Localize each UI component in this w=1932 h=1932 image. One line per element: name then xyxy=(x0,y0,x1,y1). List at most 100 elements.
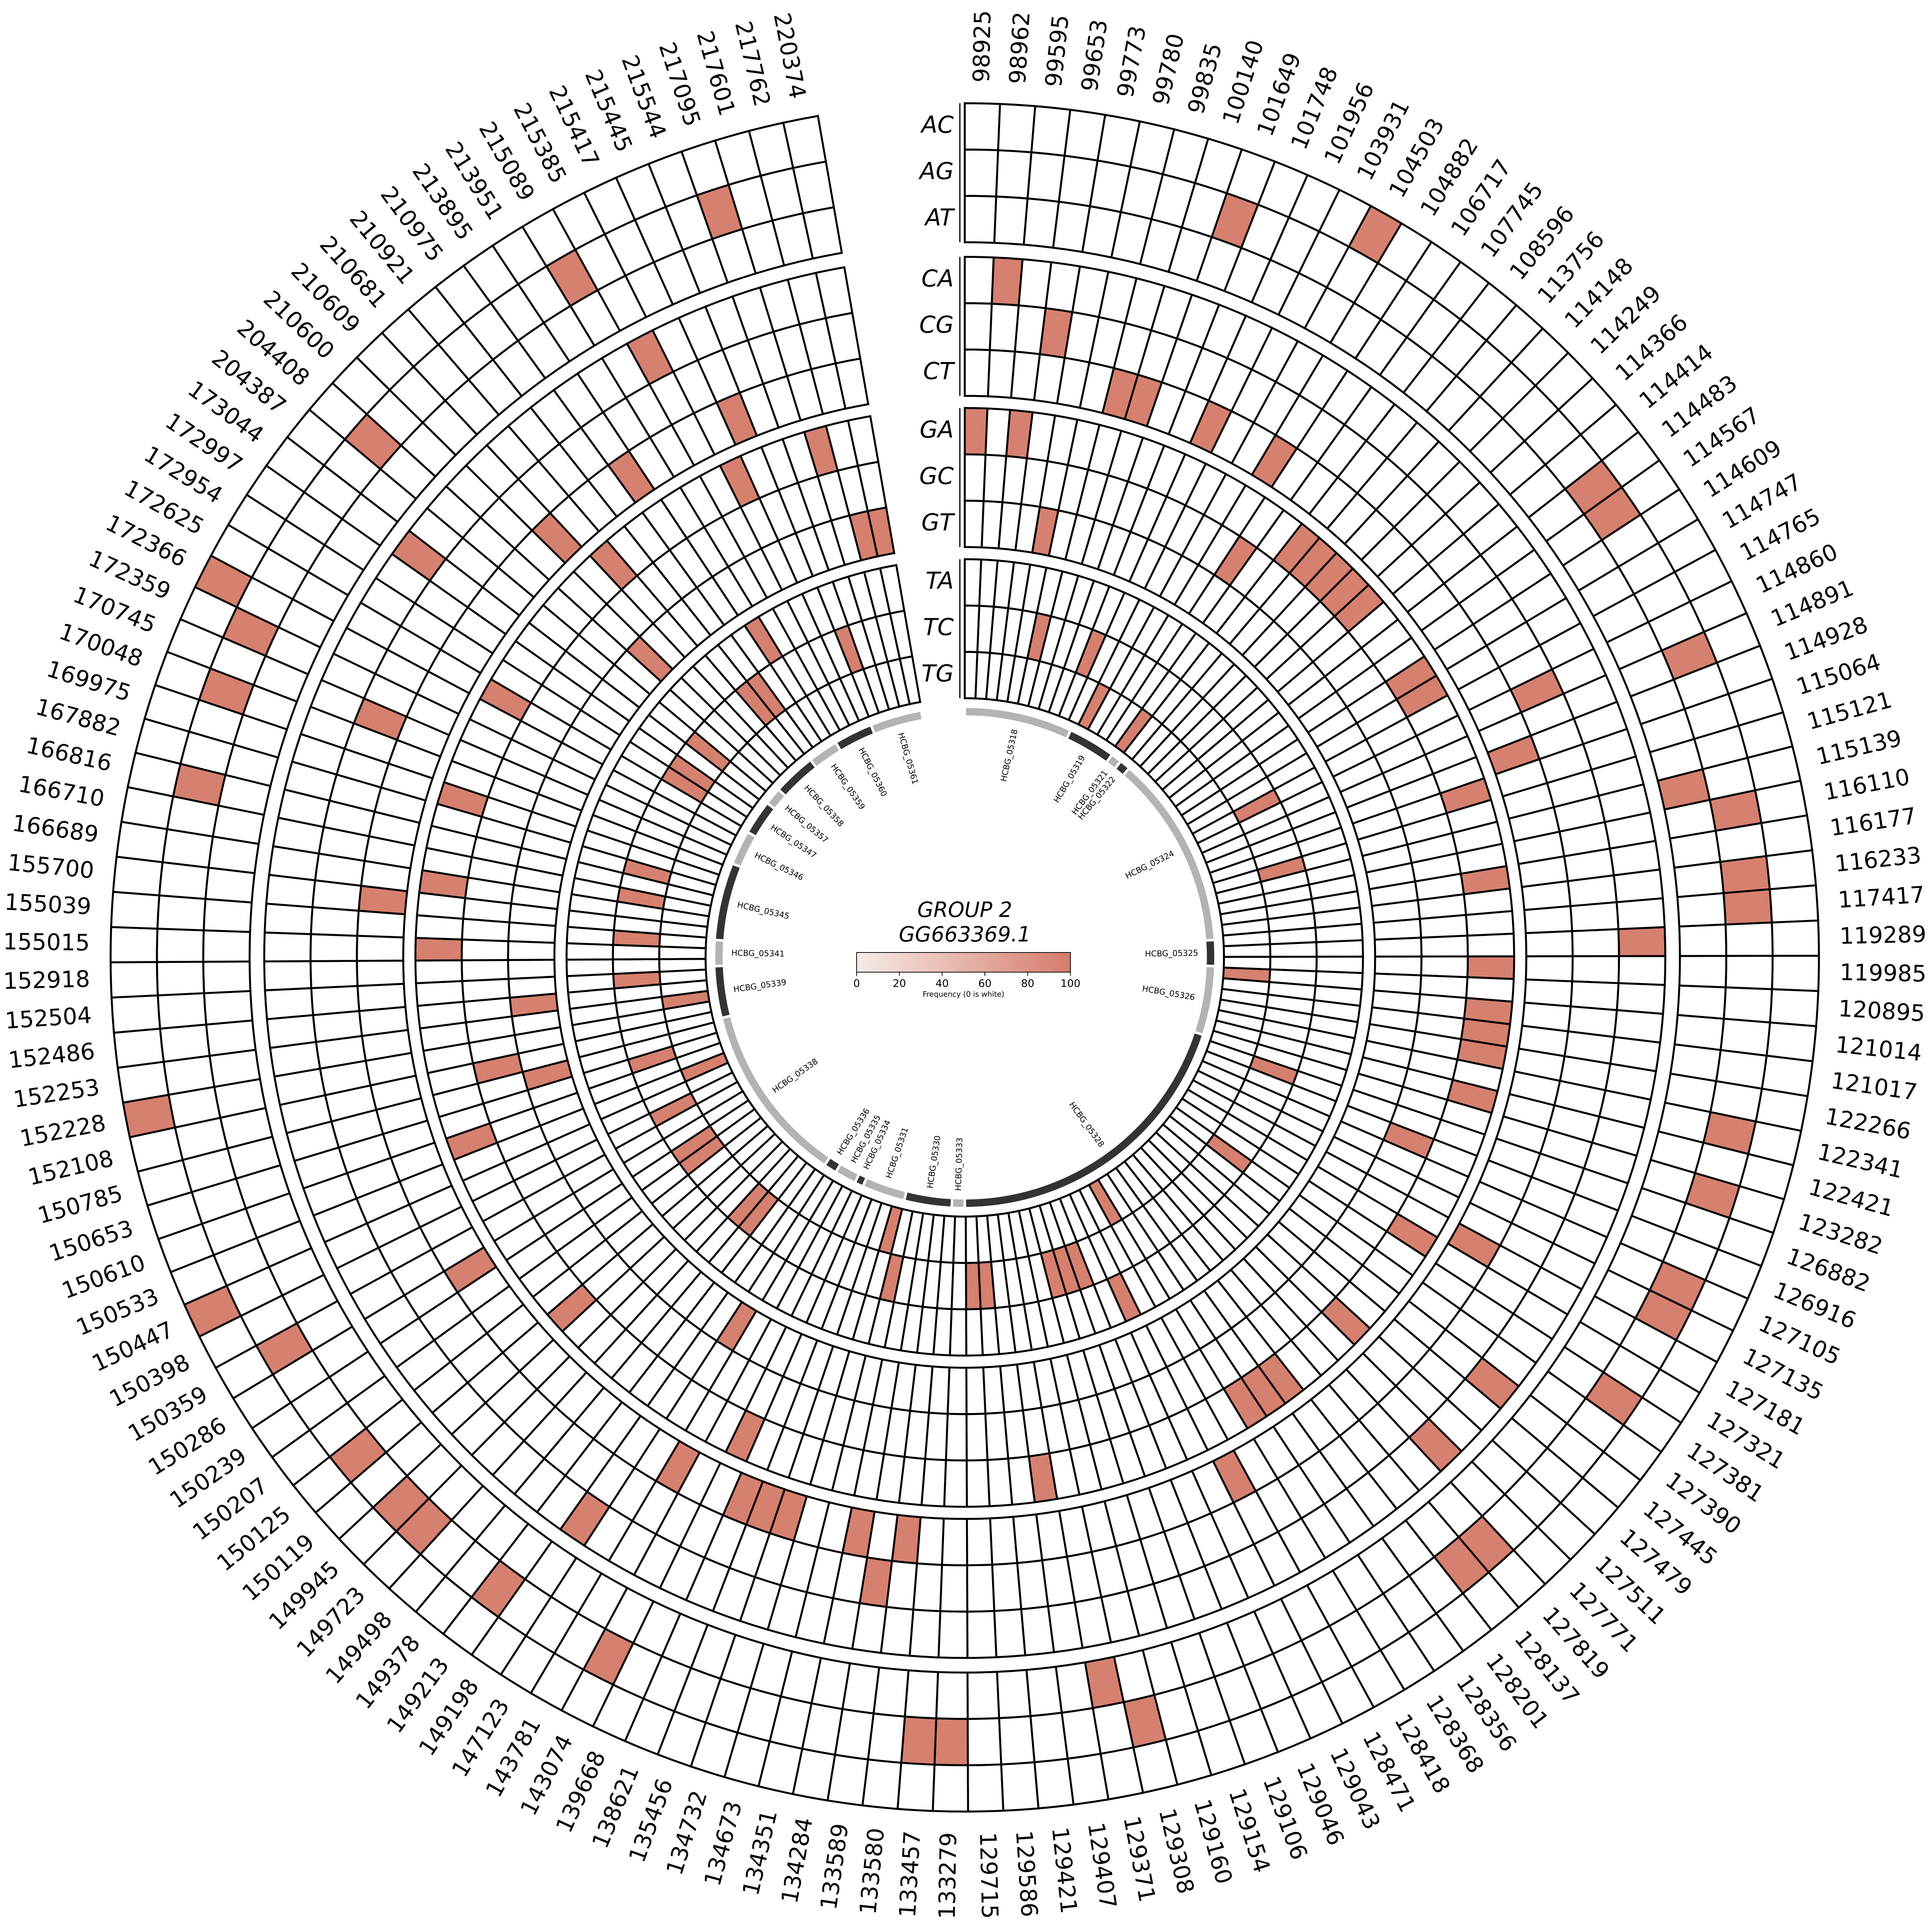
heatmap-cell-TG-220374 xyxy=(898,655,922,706)
gene-label: HCBG_05333 xyxy=(954,1138,965,1191)
position-label: 152486 xyxy=(7,1037,96,1073)
position-label: 129371 xyxy=(1118,1814,1161,1904)
heatmap-cell-AG-116233 xyxy=(1719,855,1771,895)
heatmap-cell-CG-98925 xyxy=(964,302,993,351)
gene-arc xyxy=(905,1192,951,1207)
heatmap-cell-AT-98925 xyxy=(964,195,997,244)
gene-arc xyxy=(872,712,922,733)
heatmap-cell-CG-119289 xyxy=(1571,928,1620,957)
position-label: 99780 xyxy=(1147,31,1189,107)
position-label: 99835 xyxy=(1182,40,1227,117)
heatmap-cell-GA-129586 xyxy=(986,1457,1014,1507)
heatmap-cell-AT-119985 xyxy=(1678,955,1728,988)
gene-label: HCBG_05330 xyxy=(925,1135,943,1189)
heatmap-cell-AC-129407 xyxy=(1066,1752,1110,1806)
heatmap-cell-GC-133279 xyxy=(945,1413,968,1462)
heatmap-cell-TC-129715 xyxy=(965,1261,982,1310)
heatmap-cell-AC-155015 xyxy=(109,926,159,963)
heatmap-cell-AG-120895 xyxy=(1723,986,1773,1024)
heatmap-cell-AG-129586 xyxy=(998,1715,1036,1765)
heatmap-cell-CG-120895 xyxy=(1570,980,1620,1011)
gene-label: HCBG_05361 xyxy=(896,731,920,786)
position-label: 121014 xyxy=(1834,1031,1923,1066)
heatmap-cell-AT-98962 xyxy=(993,196,1029,246)
heatmap-cell-GT-117417 xyxy=(1372,918,1422,941)
heatmap-cell-CT-98925 xyxy=(964,349,991,398)
heatmap-cell-AC-152504 xyxy=(111,994,162,1034)
heatmap-cell-TC-152918 xyxy=(612,958,661,975)
heatmap-cell-GA-98925 xyxy=(964,407,989,456)
row-labels: AC AG AT CA CG CT GA GC GT TA TC TG xyxy=(918,103,961,698)
position-label: 116110 xyxy=(1821,763,1912,806)
heatmap-cell-TA-133279 xyxy=(949,1308,968,1357)
row-label-CA: CA xyxy=(922,265,954,292)
heatmap-cell-AG-129421 xyxy=(1029,1711,1069,1764)
heatmap-cell-AC-152486 xyxy=(113,1027,165,1069)
heatmap-cell-GT-98925 xyxy=(964,500,985,549)
heatmap-cell-CT-155039 xyxy=(356,910,406,939)
heatmap-cell-AC-98962 xyxy=(997,103,1036,153)
heatmap-cell-AG-133279 xyxy=(933,1717,969,1766)
center-legend: GROUP 2 GG663369.1 0 20 40 60 80 100 Frequenc… xyxy=(853,898,1080,999)
gene-arc xyxy=(1124,770,1214,939)
heatmap-cell-AT-133279 xyxy=(935,1671,969,1720)
heatmap-cell-GT-155015 xyxy=(507,940,556,961)
heatmap-cell-CA-129586 xyxy=(993,1608,1027,1658)
heatmap-cell-CT-133279 xyxy=(941,1517,968,1566)
heatmap-cell-CA-152918 xyxy=(263,960,313,992)
position-label: 134284 xyxy=(776,1815,818,1905)
heatmap-cell-CG-117417 xyxy=(1569,901,1619,932)
heatmap-cell-GT-129586 xyxy=(982,1365,1005,1415)
colorbar-tick-label: 40 xyxy=(935,978,949,990)
heatmap-cell-CA-133457 xyxy=(908,1608,942,1659)
heatmap-cell-GT-133279 xyxy=(946,1366,968,1415)
gene-label: HCBG_05360 xyxy=(856,746,889,798)
gene-label: HCBG_05318 xyxy=(999,728,1020,782)
heatmap-cell-CT-129715 xyxy=(966,1517,993,1566)
colorbar xyxy=(856,952,1071,973)
heatmap-cell-GC-117417 xyxy=(1418,914,1469,939)
position-label: 166816 xyxy=(24,731,114,777)
heatmap-cell-CG-152504 xyxy=(310,985,361,1016)
gene-arc xyxy=(716,865,740,939)
heatmap-cell-GA-119985 xyxy=(1466,955,1515,980)
heatmap-cell-AT-129421 xyxy=(1025,1665,1063,1717)
heatmap-cell-TA-117417 xyxy=(1314,923,1364,944)
heatmap-cell-AC-152253 xyxy=(116,1061,170,1104)
position-label: 115139 xyxy=(1814,724,1904,770)
heatmap-cell-TA-152918 xyxy=(565,958,614,977)
heatmap-cell-CA-119985 xyxy=(1617,955,1667,986)
row-label-CT: CT xyxy=(923,358,955,385)
heatmap-cell-AG-119985 xyxy=(1725,955,1774,990)
gene-arc xyxy=(1108,756,1119,767)
heatmap-cell-CG-129715 xyxy=(966,1563,995,1613)
position-label: 119985 xyxy=(1839,959,1927,987)
gene-arc xyxy=(1195,967,1214,1034)
heatmap-cell-GC-98925 xyxy=(964,453,987,502)
row-label-GA: GA xyxy=(920,417,954,444)
gene-arc xyxy=(1068,731,1111,761)
heatmap-cell-AC-98925 xyxy=(964,102,1001,151)
heatmap-cell-TA-155015 xyxy=(565,942,614,961)
gene-label: HCBG_05324 xyxy=(1124,849,1176,881)
heatmap-cell-AC-120895 xyxy=(1769,988,1820,1027)
position-label: 155700 xyxy=(7,849,95,884)
heatmap-cell-AT-116233 xyxy=(1673,861,1725,898)
heatmap-cell-CT-129586 xyxy=(989,1515,1019,1566)
gene-label: HCBG_05331 xyxy=(884,1126,911,1180)
gene-arc xyxy=(780,762,815,795)
heatmap-cell-CG-129586 xyxy=(991,1562,1022,1612)
row-label-GT: GT xyxy=(921,509,955,536)
position-label: 119289 xyxy=(1839,921,1927,949)
gene-arc xyxy=(966,708,1069,738)
position-label: 133589 xyxy=(815,1822,854,1912)
heatmap-cell-GA-133279 xyxy=(943,1459,968,1508)
position-label: 129715 xyxy=(975,1832,1003,1919)
row-label-AG: AG xyxy=(918,158,954,185)
gene-label: HCBG_05346 xyxy=(753,850,805,883)
gene-label: HCBG_05345 xyxy=(736,900,790,921)
heatmap-cell-CG-133279 xyxy=(939,1564,968,1613)
heatmap-cell-CG-152486 xyxy=(312,1010,363,1043)
heatmap-cell-CG-119985 xyxy=(1571,955,1620,985)
heatmap-cell-GT-119289 xyxy=(1374,937,1423,958)
